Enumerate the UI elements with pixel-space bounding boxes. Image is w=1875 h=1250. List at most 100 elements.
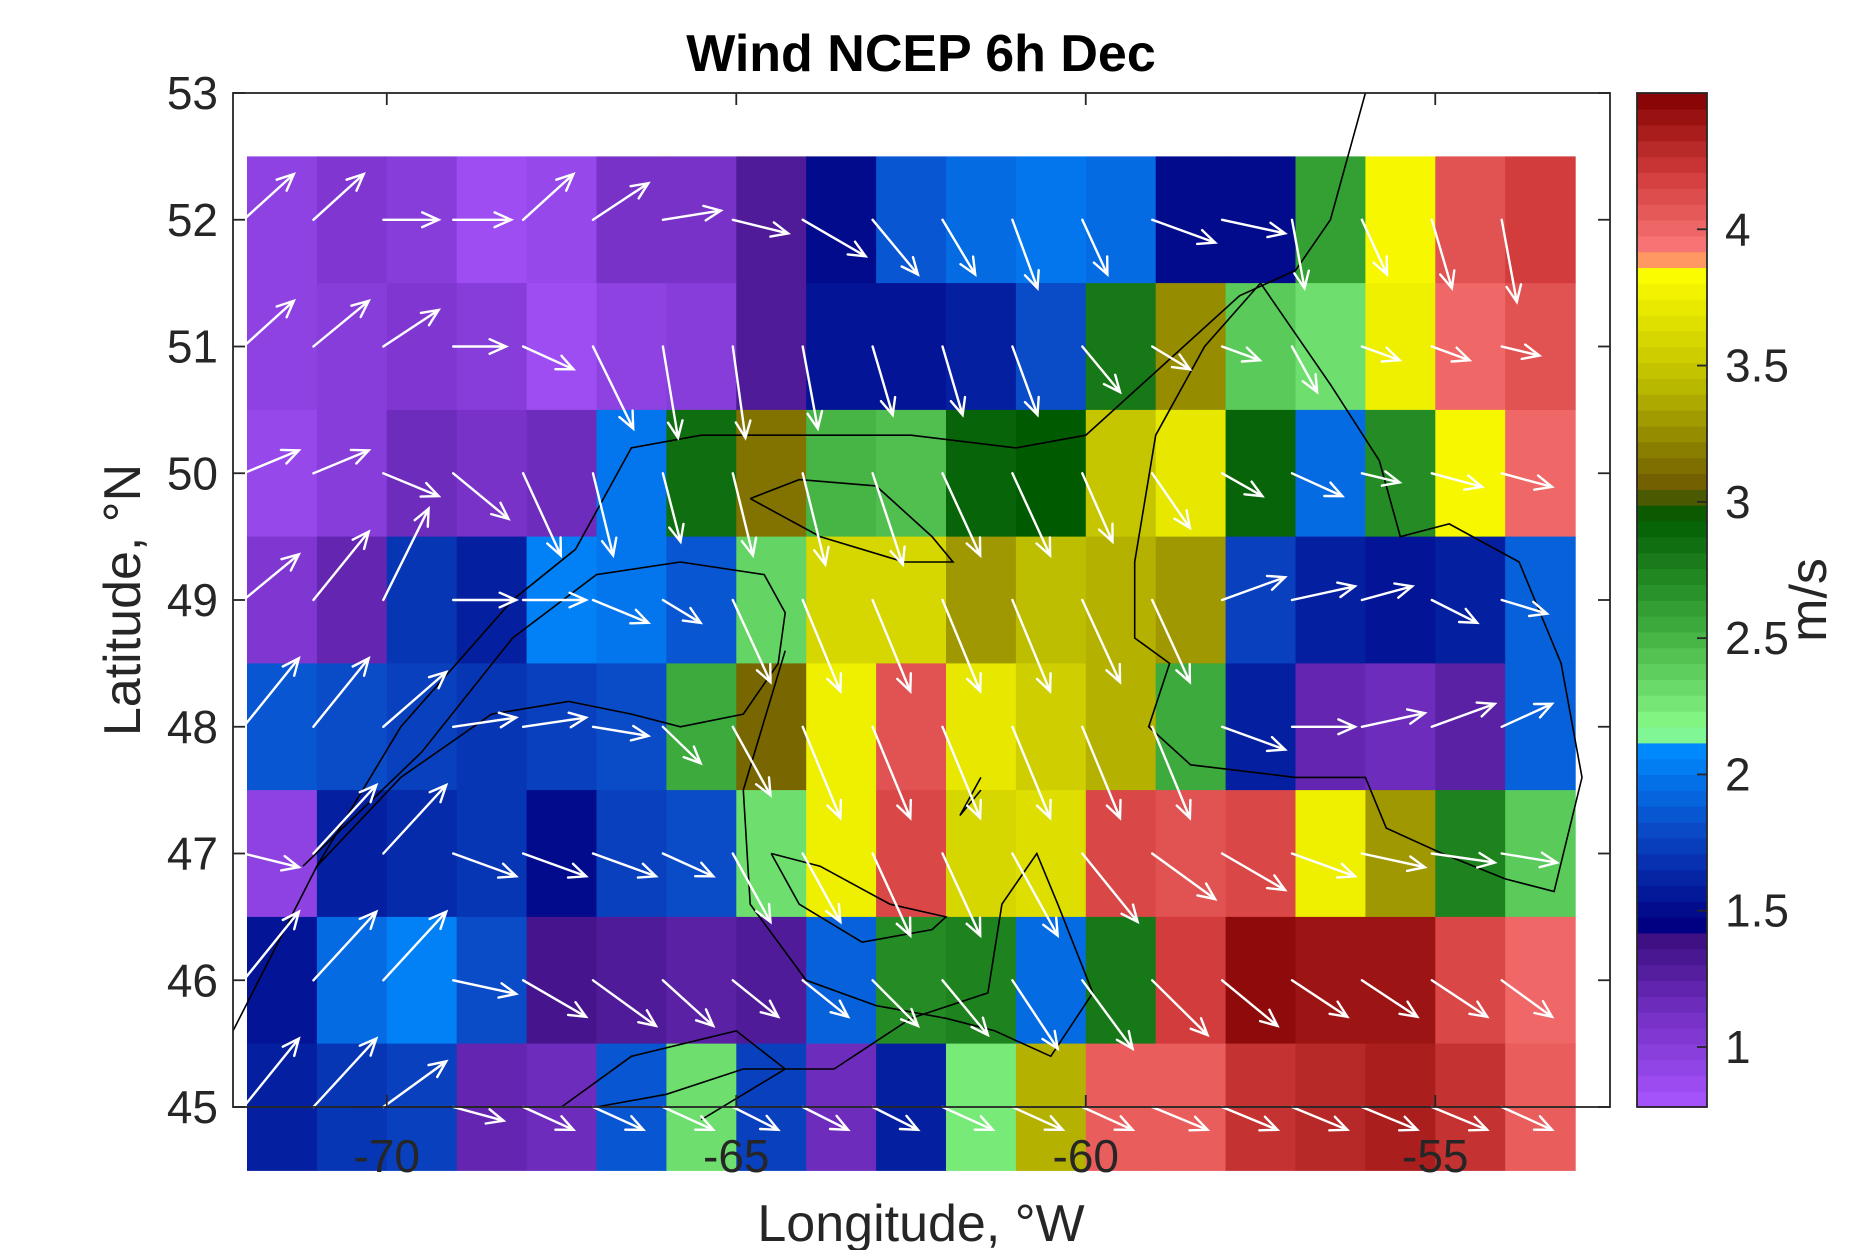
- speed-cell: [526, 283, 598, 411]
- colorbar-segment: [1637, 901, 1707, 918]
- wind-vector: [1360, 979, 1420, 1019]
- wind-vector: [1151, 852, 1218, 901]
- speed-cell: [1365, 283, 1436, 411]
- wind-vector: [312, 656, 371, 728]
- speed-cell: [386, 283, 458, 411]
- speed-cell: [1435, 916, 1506, 1045]
- speed-cell: [1505, 409, 1576, 538]
- colorbar-segment: [1637, 726, 1707, 744]
- y-tick-label: 49: [167, 574, 218, 626]
- wind-vector: [801, 472, 830, 568]
- colorbar-segment: [1637, 378, 1707, 395]
- wind-vector: [1360, 1105, 1420, 1132]
- wind-vector: [1290, 979, 1350, 1019]
- colorbar-segment: [1637, 821, 1707, 839]
- colorbar-segment: [1637, 1091, 1707, 1108]
- wind-vector: [1290, 718, 1358, 736]
- speed-cell: [946, 409, 1017, 538]
- wind-vector: [242, 552, 302, 602]
- wind-vector: [312, 782, 379, 855]
- wind-vector: [382, 782, 449, 855]
- colorbar-segment: [1637, 631, 1707, 649]
- wind-vector: [521, 591, 589, 609]
- colorbar-segment: [1637, 568, 1707, 585]
- wind-vector: [1081, 218, 1109, 278]
- wind-vector: [941, 725, 982, 821]
- colorbar-segment: [1637, 806, 1707, 823]
- speed-cell: [526, 916, 598, 1045]
- speed-cell: [247, 536, 318, 664]
- colorbar-segment: [1637, 885, 1707, 902]
- wind-vector: [591, 979, 659, 1028]
- colorbar-segment: [1637, 394, 1707, 411]
- y-axis-label: Latitude, °N: [94, 464, 152, 736]
- wind-vector: [1430, 472, 1485, 491]
- wind-vector: [312, 529, 371, 602]
- colorbar-segment: [1637, 964, 1707, 981]
- speed-cell: [1225, 663, 1297, 791]
- wind-vector: [1081, 345, 1122, 395]
- speed-cell: [596, 283, 667, 411]
- speed-cell: [526, 663, 598, 791]
- speed-cell: [1505, 663, 1576, 791]
- wind-vector: [1081, 979, 1135, 1052]
- wind-vector: [1011, 979, 1060, 1052]
- wind-vector: [1220, 472, 1265, 498]
- speed-cell: [316, 790, 388, 918]
- wind-vector: [871, 472, 906, 568]
- y-tick-label: 50: [167, 447, 218, 499]
- speed-cell: [1155, 156, 1227, 284]
- wind-vector: [731, 472, 758, 559]
- wind-vector: [801, 852, 842, 925]
- speed-cell: [806, 916, 877, 1045]
- colorbar-segment: [1637, 600, 1707, 617]
- axis-ticks: -70 -65 -60 -55 45 46 47 48 49 50 51 52 53: [167, 67, 1610, 1182]
- colorbar-segment: [1637, 837, 1707, 855]
- wind-vector: [871, 979, 920, 1028]
- speed-cell: [316, 156, 388, 284]
- speed-cell: [1155, 663, 1227, 791]
- colorbar-segment: [1637, 267, 1707, 284]
- colorbar-segment: [1637, 299, 1707, 316]
- colorbar-segment: [1637, 203, 1707, 221]
- wind-vector: [661, 725, 703, 766]
- y-tick-label: 47: [167, 828, 218, 880]
- chart-title: Wind NCEP 6h Dec: [686, 25, 1156, 83]
- wind-vector: [1081, 852, 1140, 925]
- speed-cell: [1085, 409, 1157, 538]
- wind-vector: [521, 979, 589, 1019]
- speed-cell: [946, 916, 1017, 1045]
- wind-vector: [521, 472, 563, 559]
- wind-vector: [452, 472, 511, 521]
- speed-cell: [596, 536, 667, 664]
- speed-cell: [247, 409, 318, 538]
- wind-vector: [1011, 218, 1040, 291]
- wind-vector: [1220, 345, 1263, 363]
- speed-cell: [1435, 409, 1506, 538]
- speed-cell: [666, 156, 737, 284]
- wind-vector: [801, 598, 843, 695]
- colorbar-segment: [1637, 1011, 1707, 1029]
- x-tick-label: -60: [1053, 1130, 1119, 1182]
- wind-vector: [1290, 1105, 1351, 1132]
- colorbar-segment: [1637, 774, 1707, 791]
- speed-cell: [1085, 156, 1157, 284]
- speed-cell: [666, 916, 737, 1045]
- wind-vector: [1151, 598, 1192, 685]
- colorbar-segment: [1637, 124, 1707, 142]
- wind-vector: [591, 181, 651, 221]
- wind-vector: [312, 1036, 379, 1109]
- wind-vector: [801, 979, 851, 1019]
- wind-vector: [1220, 979, 1280, 1028]
- wind-vector: [801, 1105, 851, 1132]
- wind-vector: [871, 852, 912, 939]
- coastline-segment: [959, 777, 982, 817]
- wind-vector: [382, 506, 430, 602]
- speed-cell: [806, 409, 877, 538]
- speed-cell: [1225, 916, 1297, 1045]
- speed-cell: [386, 536, 458, 664]
- speed-cell: [1435, 663, 1506, 791]
- speed-cell: [1015, 283, 1087, 411]
- wind-vector: [731, 1105, 781, 1132]
- wind-vector: [452, 979, 519, 999]
